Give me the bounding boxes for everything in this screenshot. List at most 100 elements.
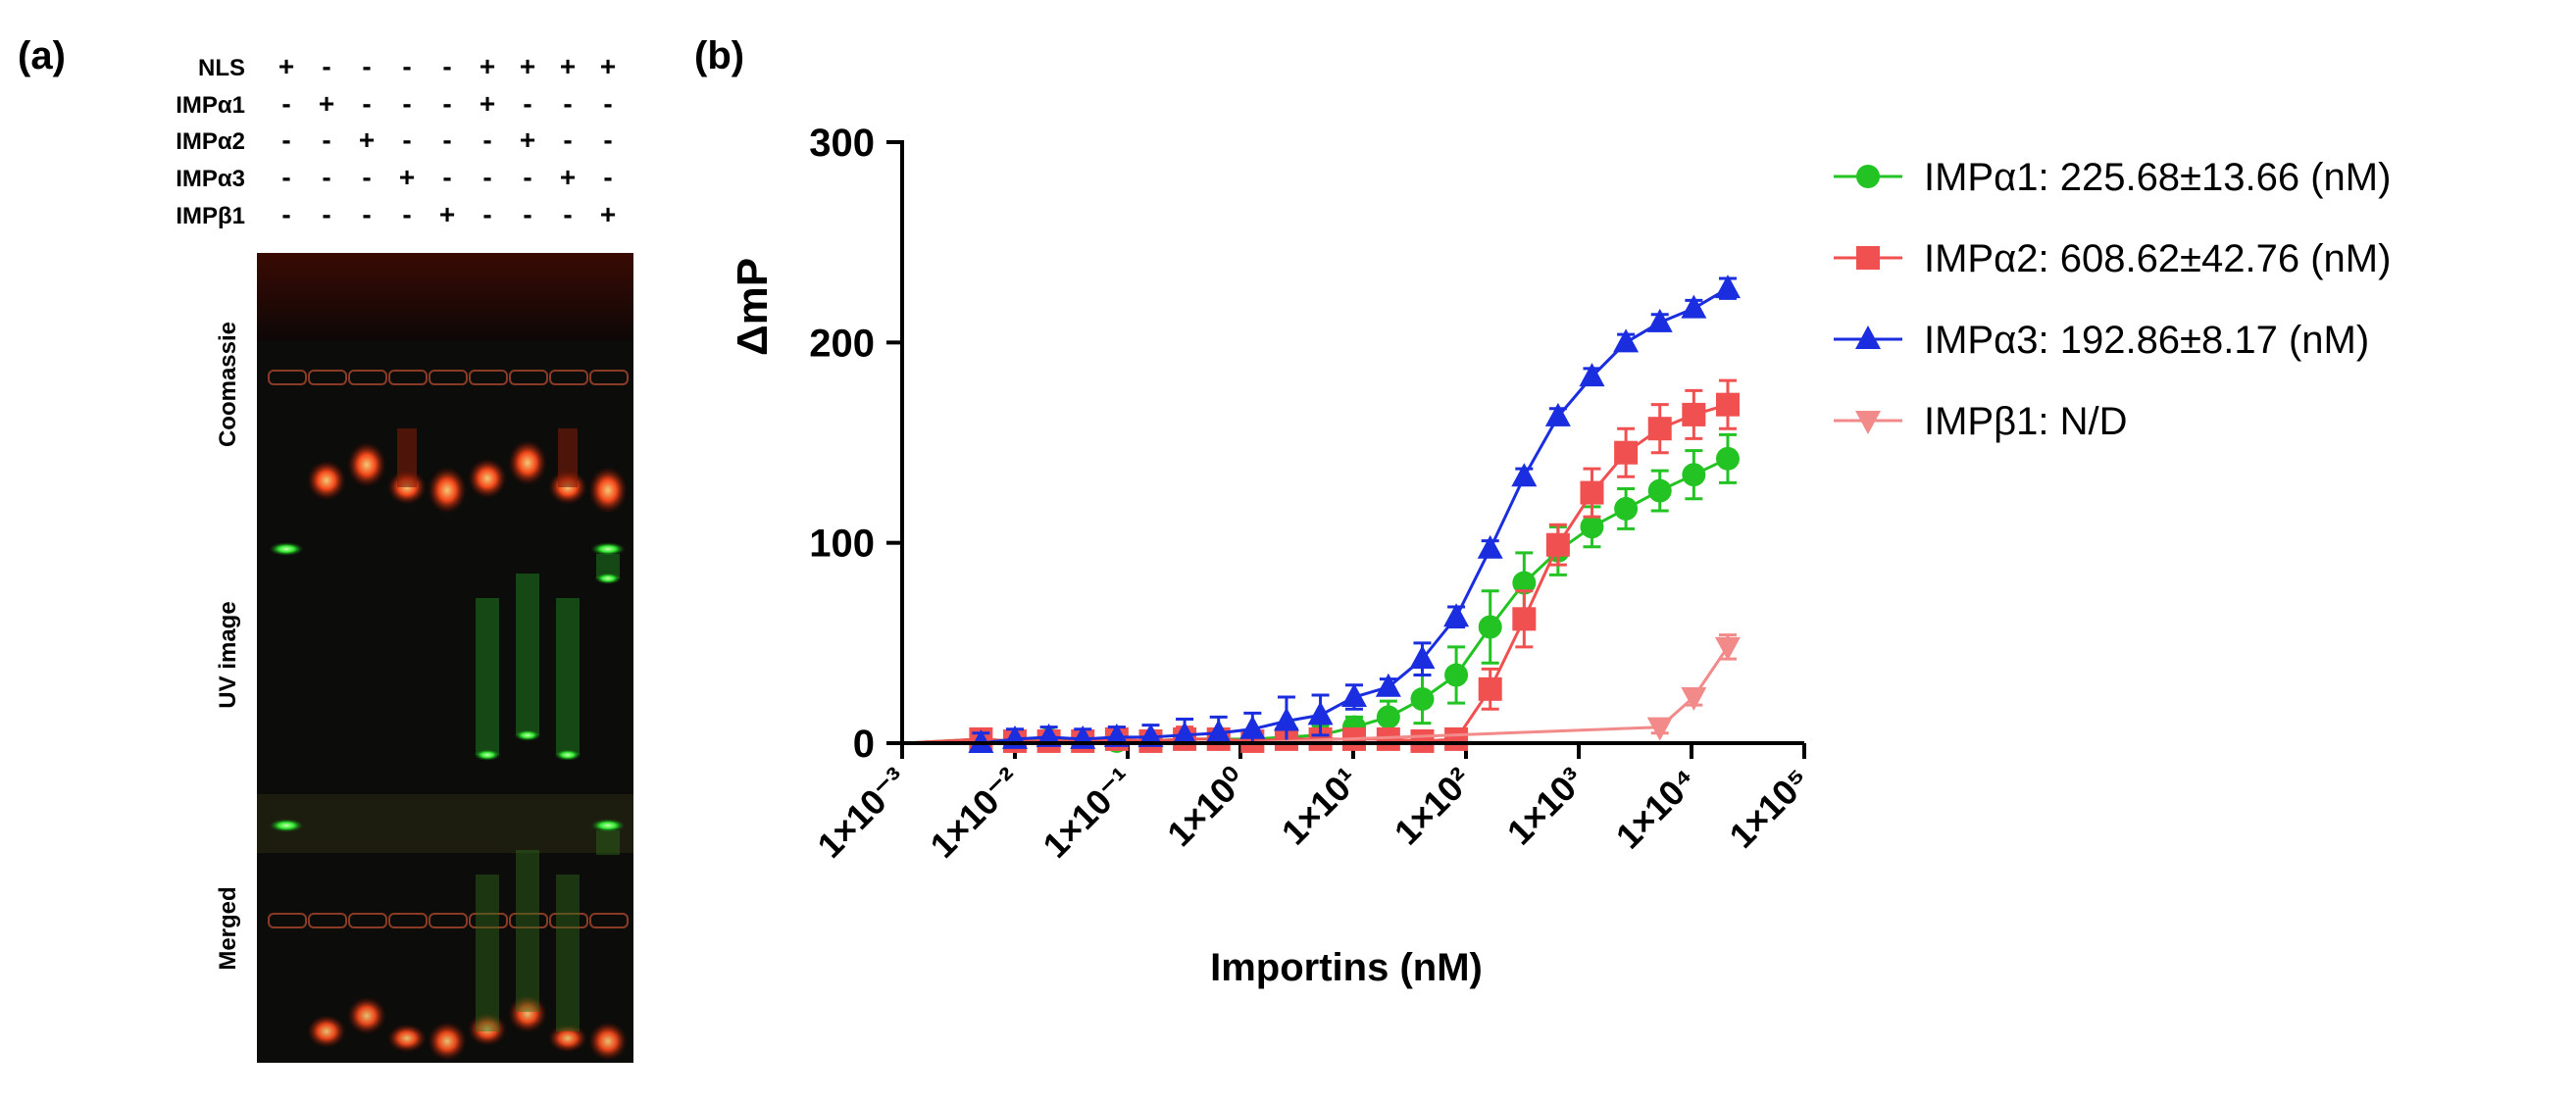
uv-band bbox=[514, 729, 541, 741]
row-label: IMPβ1 bbox=[176, 203, 245, 229]
data-point bbox=[1035, 723, 1062, 747]
data-point bbox=[1613, 328, 1640, 353]
merged-top-haze bbox=[257, 794, 633, 853]
data-point bbox=[1646, 717, 1673, 741]
y-axis-title: ΔmP bbox=[729, 258, 777, 356]
x-tick-label: 1×10⁵ bbox=[1721, 760, 1817, 856]
uv-smear bbox=[516, 574, 539, 735]
data-point bbox=[1376, 705, 1400, 729]
panel-a-label: (a) bbox=[18, 34, 66, 77]
lane-sign: + bbox=[520, 125, 535, 155]
lane-sign: + bbox=[600, 199, 616, 229]
gel-row-label: UV image bbox=[215, 601, 241, 708]
row-label: IMPα3 bbox=[176, 166, 245, 192]
data-point bbox=[1307, 701, 1334, 726]
merged-red-band bbox=[508, 994, 547, 1033]
gel-row-label: Merged bbox=[215, 886, 241, 970]
gel-row-label: Coomassie bbox=[215, 322, 241, 447]
merged-green-smear bbox=[556, 875, 580, 1031]
fit-curve bbox=[903, 403, 1729, 745]
coomassie-band bbox=[307, 460, 346, 501]
merged-red-band bbox=[307, 1015, 346, 1048]
data-point bbox=[1714, 636, 1741, 661]
x-tick-label: 1×10⁴ bbox=[1608, 760, 1705, 857]
gel-well bbox=[589, 913, 629, 928]
lane-sign: - bbox=[362, 51, 371, 81]
data-point bbox=[1614, 440, 1639, 465]
merged-red-band bbox=[588, 1022, 628, 1061]
data-point bbox=[1410, 728, 1435, 753]
fit-curve bbox=[1239, 646, 1730, 745]
lane-sign: - bbox=[442, 88, 451, 119]
data-point bbox=[1715, 446, 1740, 471]
data-point bbox=[1714, 275, 1741, 299]
fit-curve bbox=[903, 457, 1729, 745]
data-point bbox=[1647, 478, 1672, 503]
data-point bbox=[1545, 532, 1570, 557]
gel-well bbox=[509, 370, 548, 385]
legend-label: IMPβ1: N/D bbox=[1924, 400, 2127, 443]
y-tick-label: 200 bbox=[809, 322, 875, 365]
data-point bbox=[1409, 645, 1436, 670]
lane-sign: + bbox=[560, 51, 576, 81]
data-point bbox=[1205, 719, 1232, 743]
lane-sign: + bbox=[359, 125, 375, 155]
data-point bbox=[1477, 534, 1503, 559]
data-point bbox=[1478, 676, 1502, 701]
coomassie-band bbox=[508, 439, 547, 486]
row-label: NLS bbox=[198, 55, 245, 81]
lane-sign: - bbox=[281, 88, 290, 119]
data-point bbox=[1103, 723, 1130, 747]
data-point bbox=[1239, 715, 1266, 739]
gel-image: Coomassie UV image Merged bbox=[215, 253, 633, 1063]
gel-well bbox=[469, 913, 508, 928]
lane-sign: - bbox=[322, 199, 330, 229]
data-point bbox=[1646, 308, 1673, 332]
data-point bbox=[1512, 571, 1537, 595]
gel-well bbox=[589, 370, 629, 385]
data-point bbox=[1512, 607, 1537, 631]
x-tick-label: 1×10⁻¹ bbox=[1035, 760, 1140, 866]
data-point bbox=[1172, 721, 1198, 745]
lane-sign: - bbox=[402, 88, 411, 119]
lane-sign: - bbox=[322, 125, 330, 155]
uv-band bbox=[594, 573, 622, 584]
uv-free-nls-band bbox=[269, 542, 304, 556]
data-point bbox=[1444, 726, 1469, 751]
lane-sign: - bbox=[402, 199, 411, 229]
data-point bbox=[1580, 480, 1604, 505]
data-point bbox=[1614, 496, 1639, 521]
lane-sign: - bbox=[402, 125, 411, 155]
row-label: IMPα2 bbox=[176, 128, 245, 155]
gel-well bbox=[549, 370, 588, 385]
data-point bbox=[1137, 723, 1164, 747]
merged-green-smear bbox=[476, 875, 499, 1031]
panel-b-label: (b) bbox=[694, 34, 744, 77]
lane-sign: - bbox=[322, 51, 330, 81]
lane-sign: - bbox=[362, 162, 371, 192]
data-point bbox=[1444, 663, 1469, 687]
lane-sign: - bbox=[523, 88, 531, 119]
lane-sign: - bbox=[281, 199, 290, 229]
legend-label: IMPα3: 192.86±8.17 (nM) bbox=[1924, 319, 2369, 362]
y-tick-label: 300 bbox=[809, 122, 875, 165]
coomassie-smear bbox=[558, 428, 578, 487]
uv-band bbox=[474, 749, 501, 761]
lane-sign: + bbox=[480, 88, 495, 119]
gel-well bbox=[549, 913, 588, 928]
uv-free-nls-band bbox=[590, 542, 626, 556]
gel-well bbox=[429, 370, 468, 385]
lane-sign: - bbox=[603, 125, 612, 155]
x-axis-title: Importins (nM) bbox=[1210, 946, 1483, 989]
data-point bbox=[1681, 687, 1707, 712]
gel-well bbox=[348, 370, 387, 385]
data-point bbox=[1715, 392, 1740, 417]
chart-legend: IMPα1: 225.68±13.66 (nM) IMPα2: 608.62±42… bbox=[1834, 156, 2391, 443]
x-tick-label: 1×10² bbox=[1387, 760, 1480, 853]
lane-sign: - bbox=[603, 162, 612, 192]
data-point bbox=[1579, 363, 1605, 387]
gel-well bbox=[308, 370, 347, 385]
data-point bbox=[1580, 515, 1604, 539]
series-4 bbox=[1239, 633, 1741, 745]
